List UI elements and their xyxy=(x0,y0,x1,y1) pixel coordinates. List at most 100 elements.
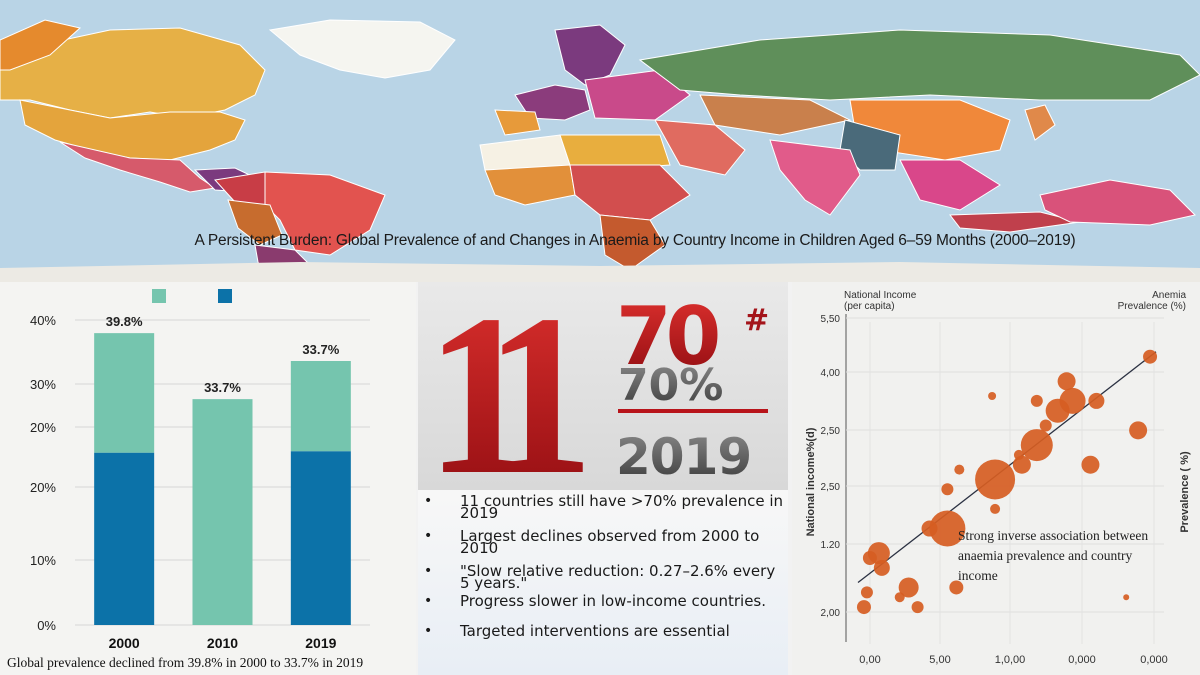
scatter-point xyxy=(1088,392,1105,409)
scatter-point xyxy=(1012,455,1031,474)
map-india xyxy=(769,139,861,216)
map-australia xyxy=(1039,179,1196,226)
bar-segment xyxy=(290,361,351,452)
scatter-point xyxy=(1057,372,1076,391)
scatter-point xyxy=(929,510,966,547)
scatter-point xyxy=(1020,429,1053,462)
finding-item: Targeted interventions are essential xyxy=(424,624,786,649)
bar-data-label: 33.7% xyxy=(302,342,339,357)
page-title: A Persistent Burden: Global Prevalence o… xyxy=(194,232,1076,249)
y-tick-label: 2,50 xyxy=(821,482,841,493)
x-category-label: 2010 xyxy=(207,635,238,651)
map-indonesia xyxy=(949,211,1081,233)
y-tick-label: 40% xyxy=(30,313,56,328)
y-tick-label: 4,00 xyxy=(821,368,841,379)
scatter-point xyxy=(1129,421,1148,440)
scatter-point xyxy=(1143,349,1158,364)
bar-chart: 0% 10% 20% 20% 30% 40% 39.8% 2000 33.7% 2010 33.7%… xyxy=(30,289,370,651)
scatter-point xyxy=(941,483,954,496)
y-tick-label: 2,50 xyxy=(821,426,841,437)
scatter-point xyxy=(1081,455,1100,474)
y-tick-label: 10% xyxy=(30,553,56,568)
scatter-point xyxy=(1039,419,1052,432)
x-tick-label: 0,000 xyxy=(1068,654,1096,666)
scatter-point xyxy=(1123,594,1130,601)
legend-swatch xyxy=(152,289,166,303)
scatter-panel: 2,00 1.20 2,50 2,50 4,00 5,50 0,00 5,00 1,0,00 0,… xyxy=(792,282,1200,675)
finding-item: 11 countries still have >70% prevalence … xyxy=(424,494,786,521)
map-west-africa xyxy=(484,164,576,206)
map-mexico xyxy=(59,141,217,193)
map-usa xyxy=(19,99,246,161)
map-antarctica xyxy=(0,262,1200,282)
scatter-header-left-text: National Income (per capita) xyxy=(844,290,917,312)
map-peru xyxy=(227,199,283,246)
y-axis-label: National income%(d) xyxy=(805,427,817,536)
scatter-point xyxy=(894,592,905,603)
y-tick-label: 20% xyxy=(30,480,56,495)
scatter-header-left: National Income (per capita) xyxy=(844,290,916,312)
hero-graphic: 11 70 # 70% 2019 xyxy=(418,282,788,490)
key-findings-list: 11 countries still have >70% prevalence … xyxy=(424,494,786,660)
bar-segment xyxy=(290,451,351,625)
bar-chart-caption: Global prevalence declined from 39.8% in… xyxy=(7,655,364,670)
map-japan xyxy=(1024,104,1056,141)
map-alaska xyxy=(0,19,82,71)
map-central-asia xyxy=(699,94,852,136)
scatter-point xyxy=(988,392,997,400)
map-tibet xyxy=(839,119,901,171)
scatter-point xyxy=(1030,394,1043,407)
bar-chart-panel: 0% 10% 20% 20% 30% 40% 39.8% 2000 33.7% 2010 33.7%… xyxy=(0,282,416,675)
map-southern-africa xyxy=(599,214,666,271)
y-tick-label: 30% xyxy=(30,377,56,392)
scatter-point xyxy=(1013,449,1024,460)
legend-swatch xyxy=(218,289,232,303)
map-scandinavia xyxy=(554,24,626,86)
hero-mid-value: 70% xyxy=(618,360,723,411)
scatter-point xyxy=(1059,387,1086,414)
scatter-annotation: Strong inverse association between anaem… xyxy=(958,528,1149,583)
y-axis-label-right: Prevalence ( %) xyxy=(1179,451,1191,533)
map-middle-east xyxy=(654,119,746,176)
scatter-point xyxy=(867,542,890,565)
summary-panel: 11 70 # 70% 2019 11 countries still have… xyxy=(418,282,788,675)
y-tick-label: 1.20 xyxy=(821,540,841,551)
map-canada xyxy=(0,27,266,119)
finding-item: "Slow relative reduction: 0.27–2.6% ever… xyxy=(424,564,786,591)
x-tick-label: 5,00 xyxy=(929,654,950,666)
x-category-label: 2000 xyxy=(109,635,140,651)
y-tick-label: 0% xyxy=(37,618,56,633)
map-southeast-asia xyxy=(899,159,1001,211)
y-tick-label: 2,00 xyxy=(821,608,841,619)
y-tick-label: 20% xyxy=(30,420,56,435)
x-tick-label: 0,000 xyxy=(1140,654,1168,666)
x-tick-label: 1,0,00 xyxy=(995,654,1026,666)
world-map xyxy=(0,0,1200,282)
bar-segment xyxy=(94,452,155,625)
scatter-point xyxy=(898,577,919,598)
scatter-header-right-text: Anemia Prevalence (%) xyxy=(1117,290,1186,312)
bar-segment xyxy=(192,399,253,625)
hero-big-number: 11 xyxy=(426,282,584,490)
hero-top-number: 70 xyxy=(616,290,718,383)
hero-divider xyxy=(618,409,768,413)
x-category-label: 2019 xyxy=(305,635,336,651)
map-greenland xyxy=(268,19,456,79)
bar-data-label: 33.7% xyxy=(204,380,241,395)
finding-item: Largest declines observed from 2000 to 2… xyxy=(424,529,786,556)
bar-segment xyxy=(94,333,155,453)
scatter-point xyxy=(856,600,871,615)
hero-year: 2019 xyxy=(616,428,751,486)
scatter-point xyxy=(990,503,1001,514)
finding-item: Progress slower in low-income countries. xyxy=(424,594,786,619)
bar-data-label: 39.8% xyxy=(106,314,143,329)
map-eastern-europe xyxy=(584,69,691,121)
scatter-point xyxy=(975,459,1016,500)
hero-mark: # xyxy=(744,303,769,338)
y-tick-label: 5,50 xyxy=(821,314,841,325)
scatter-point xyxy=(949,580,964,595)
x-tick-label: 0,00 xyxy=(859,654,880,666)
scatter-header-right: Anemia Prevalence (%) xyxy=(1092,290,1186,312)
scatter-point xyxy=(954,464,965,475)
map-iberia xyxy=(494,109,541,136)
